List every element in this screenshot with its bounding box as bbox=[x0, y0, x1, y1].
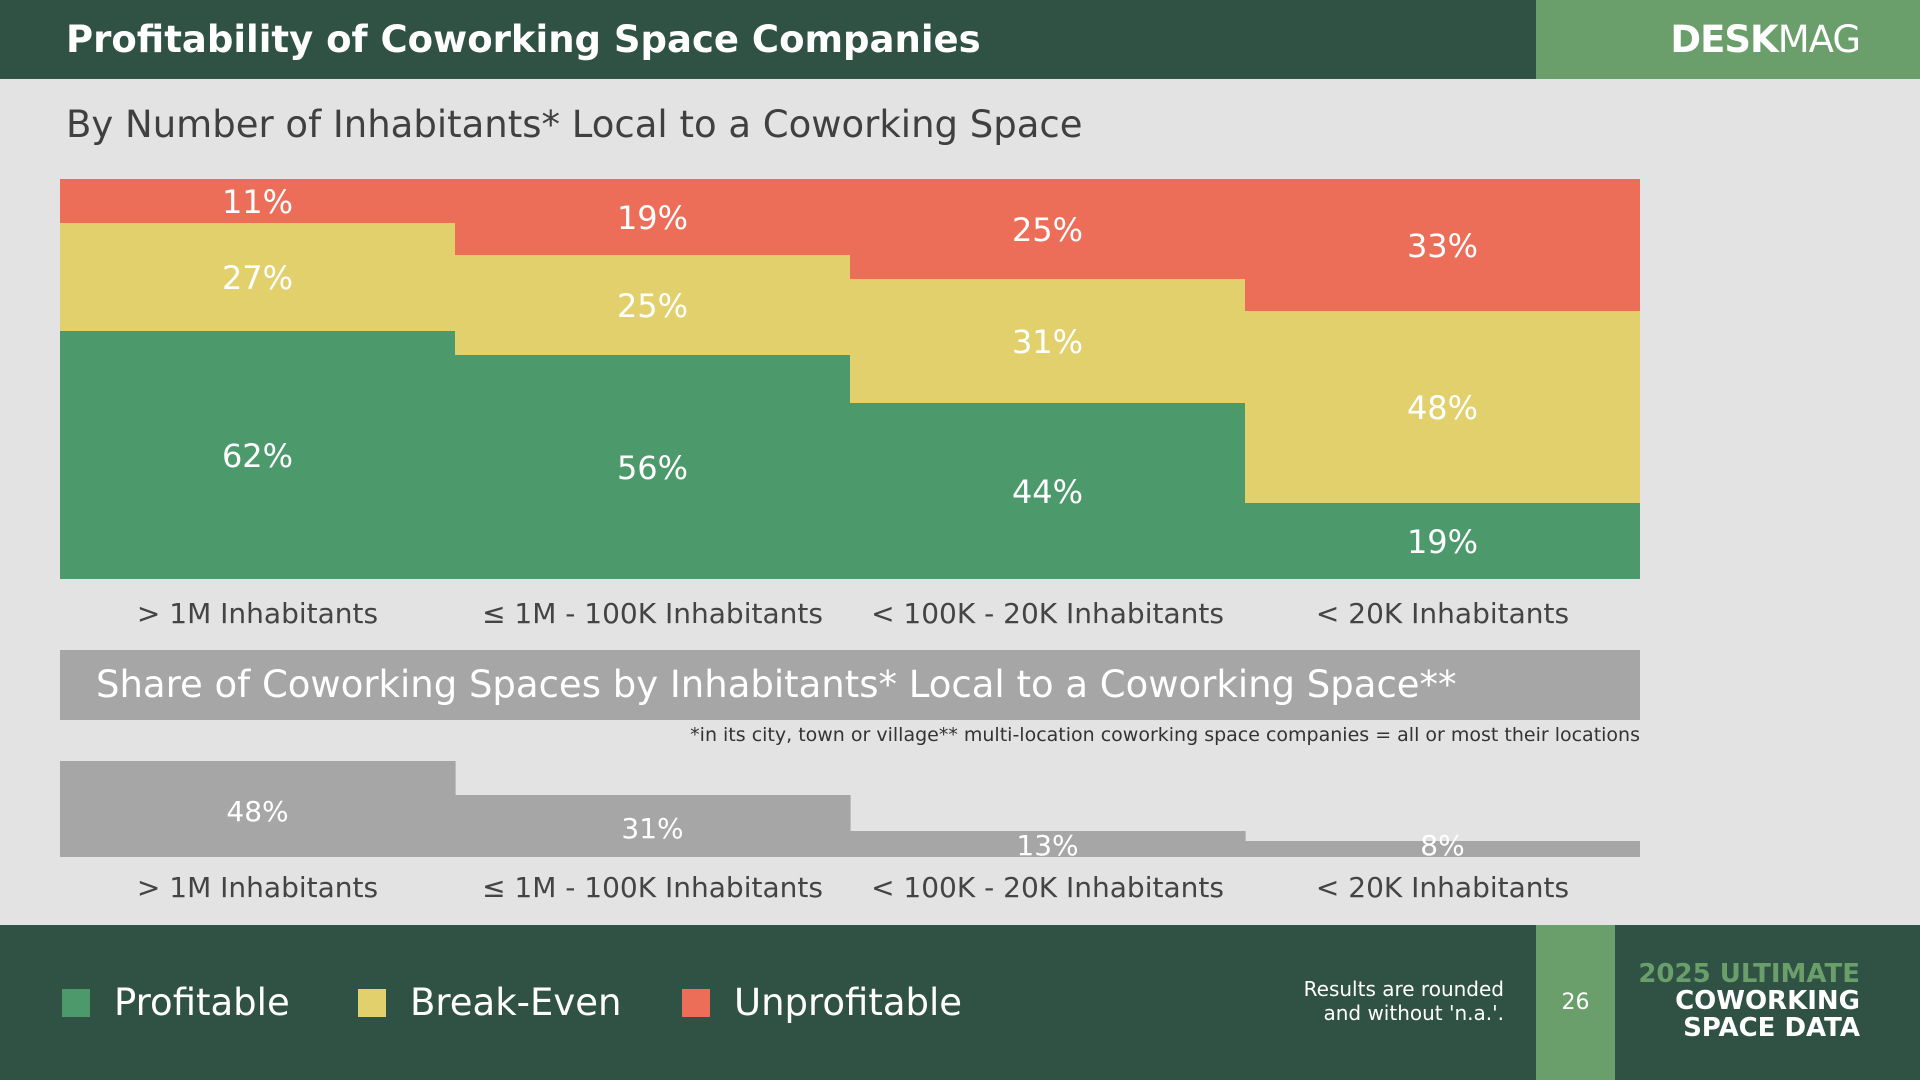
share-category-label-1: > 1M Inhabitants bbox=[137, 871, 378, 904]
category-label-1: > 1M Inhabitants bbox=[137, 597, 378, 629]
bar-unprofitable-4 bbox=[1245, 179, 1640, 311]
bar-unprofitable-1 bbox=[60, 179, 456, 223]
legend-item-unprofitable: Unprofitable bbox=[682, 925, 962, 1080]
share-category-label-2: ≤ 1M - 100K Inhabitants bbox=[482, 871, 823, 904]
share-bar-2 bbox=[455, 795, 851, 857]
data-label-profitable-3: 44% bbox=[1012, 473, 1083, 511]
bar-unprofitable-3 bbox=[850, 179, 1246, 279]
share-category-label-3: < 100K - 20K Inhabitants bbox=[871, 871, 1224, 904]
bar-break-even-4 bbox=[1245, 311, 1640, 503]
edition-line2: COWORKING bbox=[1675, 986, 1860, 1016]
share-bar-1 bbox=[60, 761, 456, 857]
data-label-break-even-4: 48% bbox=[1407, 389, 1478, 427]
share-data-label-4: 8% bbox=[1420, 829, 1464, 862]
brand-box: DESKMAG bbox=[1536, 0, 1920, 79]
category-label-2: ≤ 1M - 100K Inhabitants bbox=[482, 597, 823, 629]
page-title: Profitability of Coworking Space Compani… bbox=[66, 18, 981, 61]
edition-label: 2025 ULTIMATE COWORKING SPACE DATA bbox=[1638, 961, 1860, 1042]
legend-item-break-even: Break-Even bbox=[358, 925, 622, 1080]
edition-line3: SPACE DATA bbox=[1683, 1013, 1860, 1043]
data-label-unprofitable-4: 33% bbox=[1407, 227, 1478, 265]
page-number: 26 bbox=[1561, 990, 1590, 1015]
share-data-label-1: 48% bbox=[226, 795, 288, 828]
edition-line1: 2025 ULTIMATE bbox=[1638, 959, 1860, 989]
footnote: *in its city, town or village** multi-lo… bbox=[690, 724, 1640, 746]
share-data-label-2: 31% bbox=[621, 812, 683, 845]
category-label-4: < 20K Inhabitants bbox=[1316, 597, 1569, 629]
share-section-band: Share of Coworking Spaces by Inhabitants… bbox=[60, 650, 1640, 720]
share-data-label-3: 13% bbox=[1016, 829, 1078, 862]
deskmag-logo: DESKMAG bbox=[1670, 0, 1861, 79]
header-bar: Profitability of Coworking Space Compani… bbox=[0, 0, 1920, 79]
page-number-box: 26 bbox=[1536, 925, 1615, 1080]
data-label-unprofitable-1: 11% bbox=[222, 183, 293, 221]
data-label-profitable-4: 19% bbox=[1407, 523, 1478, 561]
bar-profitable-1 bbox=[60, 331, 456, 579]
data-label-profitable-2: 56% bbox=[617, 449, 688, 487]
rounding-note-line2: and without 'n.a.'. bbox=[1323, 1001, 1504, 1025]
rounding-note-line1: Results are rounded bbox=[1303, 977, 1504, 1001]
bar-profitable-3 bbox=[850, 403, 1246, 579]
data-label-break-even-3: 31% bbox=[1012, 323, 1083, 361]
share-bar-3 bbox=[850, 831, 1246, 857]
data-label-break-even-2: 25% bbox=[617, 287, 688, 325]
footer-bar: Profitable Break-Even Unprofitable Resul… bbox=[0, 925, 1920, 1080]
chart-subtitle: By Number of Inhabitants* Local to a Cow… bbox=[66, 103, 1083, 146]
bar-profitable-2 bbox=[455, 355, 851, 579]
legend-swatch-unprofitable bbox=[682, 988, 710, 1017]
legend-label: Break-Even bbox=[410, 981, 622, 1024]
share-bar-chart: 48% > 1M Inhabitants 31% ≤ 1M - 100K Inhabi… bbox=[60, 761, 1640, 904]
data-label-break-even-1: 27% bbox=[222, 259, 293, 297]
bar-break-even-3 bbox=[850, 279, 1246, 403]
legend-label: Unprofitable bbox=[734, 981, 963, 1024]
brand-bold: DESK bbox=[1670, 18, 1778, 61]
profitability-stacked-chart: 62% 27% 11% > 1M Inhabitants 56% 25% 19% ≤ 1M -… bbox=[60, 179, 1640, 629]
legend-swatch-break-even bbox=[358, 988, 386, 1017]
share-bar-4 bbox=[1245, 841, 1640, 857]
share-chart-title: Share of Coworking Spaces by Inhabitants… bbox=[96, 663, 1457, 706]
category-label-3: < 100K - 20K Inhabitants bbox=[871, 597, 1224, 629]
bar-break-even-2 bbox=[455, 255, 851, 355]
data-label-unprofitable-3: 25% bbox=[1012, 211, 1083, 249]
bar-unprofitable-2 bbox=[455, 179, 851, 255]
legend-label: Profitable bbox=[114, 981, 290, 1024]
brand-light: MAG bbox=[1777, 18, 1861, 61]
bar-break-even-1 bbox=[60, 223, 456, 331]
rounding-note: Results are rounded and without 'n.a.'. bbox=[1304, 977, 1504, 1025]
data-label-unprofitable-2: 19% bbox=[617, 199, 688, 237]
legend-item-profitable: Profitable bbox=[62, 925, 290, 1080]
data-label-profitable-1: 62% bbox=[222, 437, 293, 475]
bar-profitable-4 bbox=[1245, 503, 1640, 579]
legend-swatch-profitable bbox=[62, 988, 90, 1017]
share-category-label-4: < 20K Inhabitants bbox=[1316, 871, 1569, 904]
